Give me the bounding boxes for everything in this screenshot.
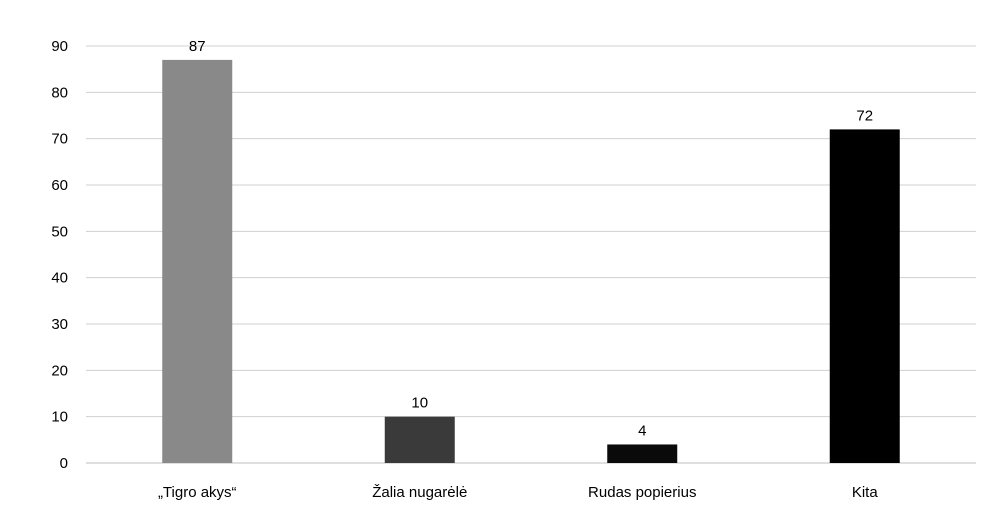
x-category-label: „Tigro akys“ (158, 484, 237, 501)
y-tick-label: 50 (51, 223, 68, 240)
y-tick-label: 30 (51, 316, 68, 333)
y-tick-label: 40 (51, 270, 68, 287)
y-tick-label: 60 (51, 177, 68, 194)
data-label: 72 (856, 107, 873, 124)
data-label: 10 (411, 395, 428, 412)
x-category-label: Kita (852, 484, 879, 501)
bars (162, 59, 900, 464)
bar (829, 129, 900, 463)
bar (384, 416, 455, 463)
y-tick-label: 90 (51, 38, 68, 55)
y-tick-label: 0 (60, 455, 68, 472)
y-tick-label: 10 (51, 409, 68, 426)
bar (162, 59, 233, 464)
data-label: 4 (638, 422, 646, 439)
bar (607, 444, 678, 463)
y-tick-label: 80 (51, 84, 68, 101)
y-axis-ticks: 0 10 20 30 40 50 60 70 80 90 (51, 38, 68, 472)
x-category-label: Rudas popierius (588, 484, 696, 501)
y-tick-label: 20 (51, 362, 68, 379)
y-tick-label: 70 (51, 131, 68, 148)
data-label: 87 (189, 38, 206, 55)
x-category-label: Žalia nugarėlė (372, 484, 467, 501)
gridlines (86, 45, 976, 464)
data-labels: 87 10 4 72 (189, 38, 873, 440)
x-axis-categories: „Tigro akys“ Žalia nugarėlė Rudas popieriu… (158, 484, 878, 501)
